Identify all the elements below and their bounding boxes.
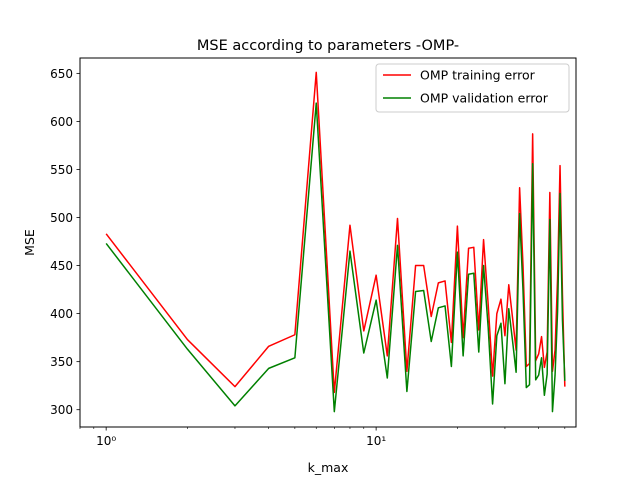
legend-label-training: OMP training error	[420, 68, 536, 83]
legend: OMP training error OMP validation error	[375, 63, 570, 113]
legend-box	[375, 63, 570, 113]
y-tick-label: 400	[50, 307, 73, 321]
y-tick-label: 500	[50, 211, 73, 225]
legend-label-validation: OMP validation error	[420, 91, 549, 106]
y-tick-label: 450	[50, 259, 73, 273]
x-axis-label: k_max	[308, 460, 349, 475]
y-axis-label: MSE	[22, 229, 37, 256]
series-line-1	[105, 102, 566, 413]
axes-frame	[79, 57, 577, 428]
series-layer	[105, 71, 566, 413]
y-axis: 300 350 400 450 500 550 600 650	[50, 67, 80, 417]
x-tick-label: 10¹	[366, 434, 386, 448]
x-axis: 10⁰ 10¹	[79, 427, 566, 448]
y-tick-label: 650	[50, 67, 73, 81]
chart-title: MSE according to parameters -OMP-	[197, 38, 459, 54]
y-tick-label: 600	[50, 115, 73, 129]
y-tick-label: 350	[50, 355, 73, 369]
y-tick-label: 300	[50, 403, 73, 417]
x-tick-label: 10⁰	[96, 434, 116, 448]
y-tick-label: 550	[50, 163, 73, 177]
plot-area	[79, 57, 577, 428]
series-line-0	[105, 71, 566, 394]
